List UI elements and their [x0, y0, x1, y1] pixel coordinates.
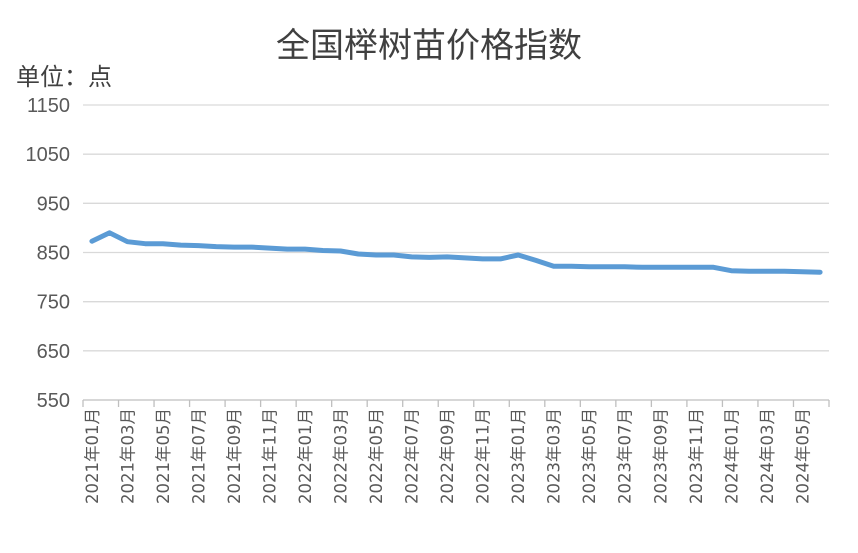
x-tick-label: 2024年01月: [722, 408, 741, 504]
chart-title: 全国榉树苗价格指数: [276, 26, 582, 66]
x-tick-label: 2022年01月: [296, 408, 315, 504]
x-tick-label: 2023年11月: [687, 408, 706, 504]
x-tick-label: 2024年05月: [793, 408, 812, 504]
x-axis: [82, 399, 830, 407]
x-tick-label: 2021年05月: [154, 408, 173, 504]
x-tick-label: 2023年09月: [651, 408, 670, 504]
x-tick-label: 2023年01月: [509, 408, 528, 504]
x-tick-label: 2021年11月: [261, 408, 280, 504]
y-tick-label: 950: [37, 193, 70, 215]
y-tick-label: 1150: [27, 95, 70, 117]
x-axis-ticks: 2021年01月 2021年03月 2021年05月 2021年07月 2021年09月…: [83, 408, 812, 504]
x-tick-label: 2022年09月: [438, 408, 457, 504]
y-tick-label: 550: [37, 390, 70, 412]
y-tick-label: 1050: [26, 144, 71, 166]
x-tick-label: 2021年01月: [83, 408, 102, 504]
x-tick-label: 2024年03月: [758, 408, 777, 504]
y-tick-label: 750: [37, 292, 70, 314]
x-tick-label: 2022年03月: [332, 408, 351, 504]
series-line: [89, 230, 823, 275]
x-tick-label: 2021年09月: [225, 408, 244, 504]
x-tick-label: 2023年03月: [545, 408, 564, 504]
x-tick-label: 2022年11月: [474, 408, 493, 504]
x-tick-label: 2021年07月: [189, 408, 208, 504]
unit-label: 单位：点: [16, 63, 112, 91]
y-axis-ticks: 550 650 750 850 950 1050 1150: [26, 95, 71, 412]
x-tick-label: 2023年07月: [616, 408, 635, 504]
gridlines: [83, 104, 829, 352]
x-tick-label: 2021年03月: [118, 408, 137, 504]
x-tick-label: 2023年05月: [580, 408, 599, 504]
y-tick-label: 650: [37, 341, 70, 363]
x-tick-label: 2022年07月: [403, 408, 422, 504]
series-group: [89, 230, 823, 275]
y-tick-label: 850: [37, 243, 70, 265]
x-tick-label: 2022年05月: [367, 408, 386, 504]
